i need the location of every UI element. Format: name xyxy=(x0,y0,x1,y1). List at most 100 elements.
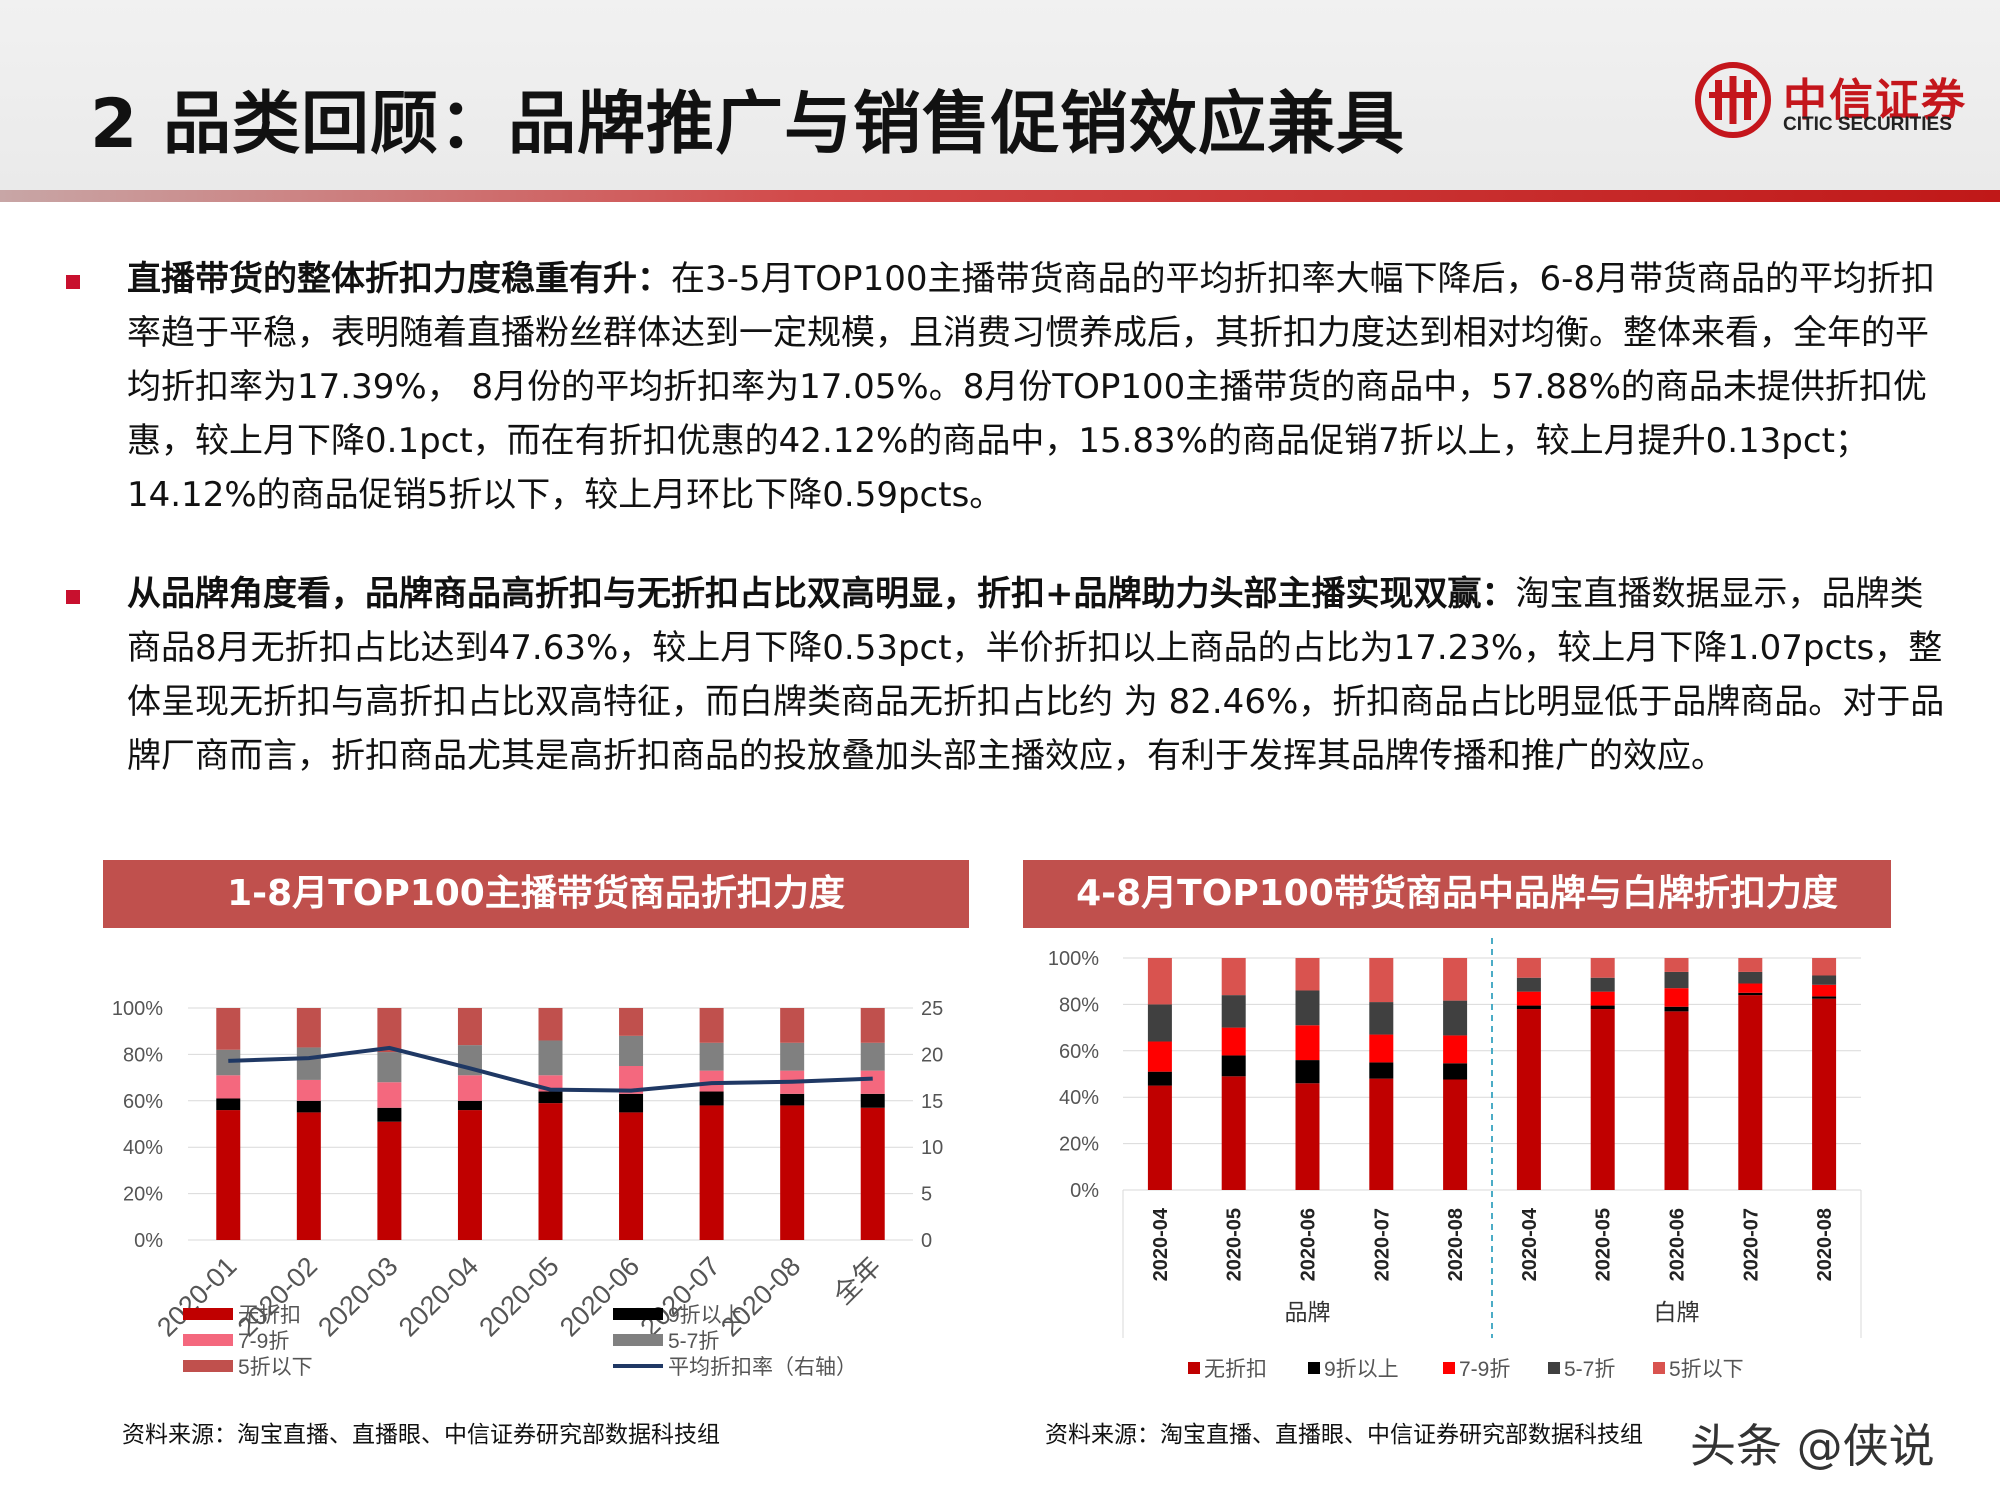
y-tick-label: 20% xyxy=(1059,1134,1099,1156)
bar-segment xyxy=(780,1105,805,1240)
bar-segment xyxy=(1738,983,1763,993)
bar-segment xyxy=(216,1098,241,1111)
bar-segment xyxy=(1369,1034,1394,1063)
bar-segment xyxy=(1443,1035,1468,1064)
legend-label: 5折以下 xyxy=(238,1356,313,1379)
bullet-heading: 从品牌角度看，品牌商品高折扣与无折扣占比双高明显，折扣+品牌助力头部主播实现双赢… xyxy=(127,574,1516,614)
x-tick-label: 2020-01 xyxy=(151,1251,242,1342)
bar-segment xyxy=(377,1008,402,1053)
citic-logo: 中信证券 CITIC SECURITIES xyxy=(1695,62,1975,142)
x-tick-label: 2020-06 xyxy=(1667,1208,1689,1281)
legend-label: 9折以上 xyxy=(1324,1358,1399,1381)
y2-tick-label: 5 xyxy=(921,1184,932,1206)
group-label: 品牌 xyxy=(1285,1299,1331,1325)
bar-segment xyxy=(216,1075,241,1099)
y-tick-label: 100% xyxy=(1048,948,1099,970)
legend-swatch xyxy=(613,1308,663,1320)
y-tick-label: 0% xyxy=(134,1230,163,1252)
x-tick-label: 2020-08 xyxy=(1814,1208,1836,1281)
bar-segment xyxy=(1590,977,1615,992)
bar-segment xyxy=(699,1042,724,1071)
bar-segment xyxy=(860,1070,885,1094)
bar-segment xyxy=(1443,958,1468,1001)
x-tick-label: 2020-04 xyxy=(1150,1207,1172,1281)
legend-label: 平均折扣率（右轴） xyxy=(668,1356,857,1379)
bar-segment xyxy=(699,1070,724,1092)
bar-segment xyxy=(1443,1063,1468,1080)
bar-segment xyxy=(216,1110,241,1240)
y-tick-label: 40% xyxy=(1059,1087,1099,1109)
group-label: 白牌 xyxy=(1654,1299,1700,1325)
x-tick-label: 2020-03 xyxy=(312,1251,403,1342)
bar-segment xyxy=(1812,998,1837,1190)
bar-segment xyxy=(457,1110,482,1240)
x-tick-label: 2020-06 xyxy=(1298,1208,1320,1281)
bar-segment xyxy=(1147,958,1172,1005)
y2-tick-label: 20 xyxy=(921,1044,943,1066)
bar-segment xyxy=(860,1107,885,1240)
bar-segment xyxy=(780,1093,805,1106)
legend-swatch xyxy=(183,1360,233,1372)
bar-segment xyxy=(1516,958,1541,978)
citic-logo-icon xyxy=(1695,62,1771,138)
legend-label: 无折扣 xyxy=(1204,1358,1267,1381)
bar-segment xyxy=(619,1112,644,1240)
chart-2-plot: 100% 80% 60% 40% 20% 0% 2020-04 2020-05 2020-06 2… xyxy=(1048,938,1862,1381)
bar-segment xyxy=(1221,995,1246,1028)
bar-segment xyxy=(1516,977,1541,992)
bullet-paragraph: 直播带货的整体折扣力度稳重有升：在3-5月TOP100主播带货商品的平均折扣率大… xyxy=(127,252,1957,522)
legend-swatch xyxy=(613,1334,663,1346)
bar-segment xyxy=(860,1042,885,1071)
bar-segment xyxy=(1369,958,1394,1003)
bar-segment xyxy=(1738,971,1763,984)
y-tick-label: 20% xyxy=(123,1184,163,1206)
bar-segment xyxy=(1369,1078,1394,1190)
y-tick-label: 80% xyxy=(1059,994,1099,1016)
legend-label: 9折以上 xyxy=(668,1304,743,1327)
bar-segment xyxy=(1221,1055,1246,1077)
bullet-text: 在3-5月TOP100主播带货商品的平均折扣率大幅下降后，6-8月带货商品的平均… xyxy=(127,259,1935,515)
bar-segment xyxy=(1664,1006,1689,1012)
bar-segment xyxy=(1664,988,1689,1007)
legend-swatch xyxy=(1443,1362,1455,1374)
bar-segment xyxy=(1590,1005,1615,1010)
bar-segment xyxy=(1812,975,1837,985)
header-divider xyxy=(0,190,2000,202)
bullet-heading: 直播带货的整体折扣力度稳重有升： xyxy=(127,259,671,299)
bar-segment xyxy=(1147,1071,1172,1086)
bar-segment xyxy=(1295,1083,1320,1190)
bar-segment xyxy=(377,1082,402,1108)
bullet-marker xyxy=(66,275,80,289)
bar-segment xyxy=(1516,1009,1541,1190)
bar-segment xyxy=(1221,1027,1246,1056)
bar-segment xyxy=(1738,995,1763,1190)
slide-header: 2 品类回顾：品牌推广与销售促销效应兼具 中信证券 CITIC SECURITI… xyxy=(0,0,2000,190)
bar-segment xyxy=(1369,1002,1394,1035)
bar-segment xyxy=(1295,1060,1320,1084)
bar-segment xyxy=(1295,958,1320,991)
chart-1: 1-8月TOP100主播带货商品折扣力度 100% 80% 60% 40% 20% 0% 2… xyxy=(103,860,969,1410)
bar-segment xyxy=(377,1107,402,1122)
x-tick-label: 2020-07 xyxy=(1371,1208,1393,1281)
bar-segment xyxy=(699,1008,724,1043)
chart-2: 4-8月TOP100带货商品中品牌与白牌折扣力度 100% 80% 60% 40% 20… xyxy=(1023,860,1891,1410)
bar-segment xyxy=(1738,992,1763,996)
bar-segment xyxy=(1295,1025,1320,1061)
bar-segment xyxy=(457,1075,482,1101)
y-tick-label: 100% xyxy=(112,998,163,1020)
bar-segment xyxy=(1221,1076,1246,1190)
y-tick-label: 60% xyxy=(1059,1041,1099,1063)
legend-swatch xyxy=(183,1334,233,1346)
bar-segment xyxy=(1812,958,1837,976)
legend-label: 无折扣 xyxy=(238,1304,301,1327)
bar-segment xyxy=(457,1008,482,1046)
bar-segment xyxy=(1590,958,1615,978)
bar-segment xyxy=(1443,1000,1468,1036)
bar-segment xyxy=(780,1008,805,1043)
y2-tick-label: 15 xyxy=(921,1091,943,1113)
logo-english-name: CITIC SECURITIES xyxy=(1783,114,1952,135)
bar-segment xyxy=(1738,958,1763,972)
bar-segment xyxy=(377,1121,402,1240)
bar-segment xyxy=(1516,991,1541,1006)
bar-segment xyxy=(1664,958,1689,972)
